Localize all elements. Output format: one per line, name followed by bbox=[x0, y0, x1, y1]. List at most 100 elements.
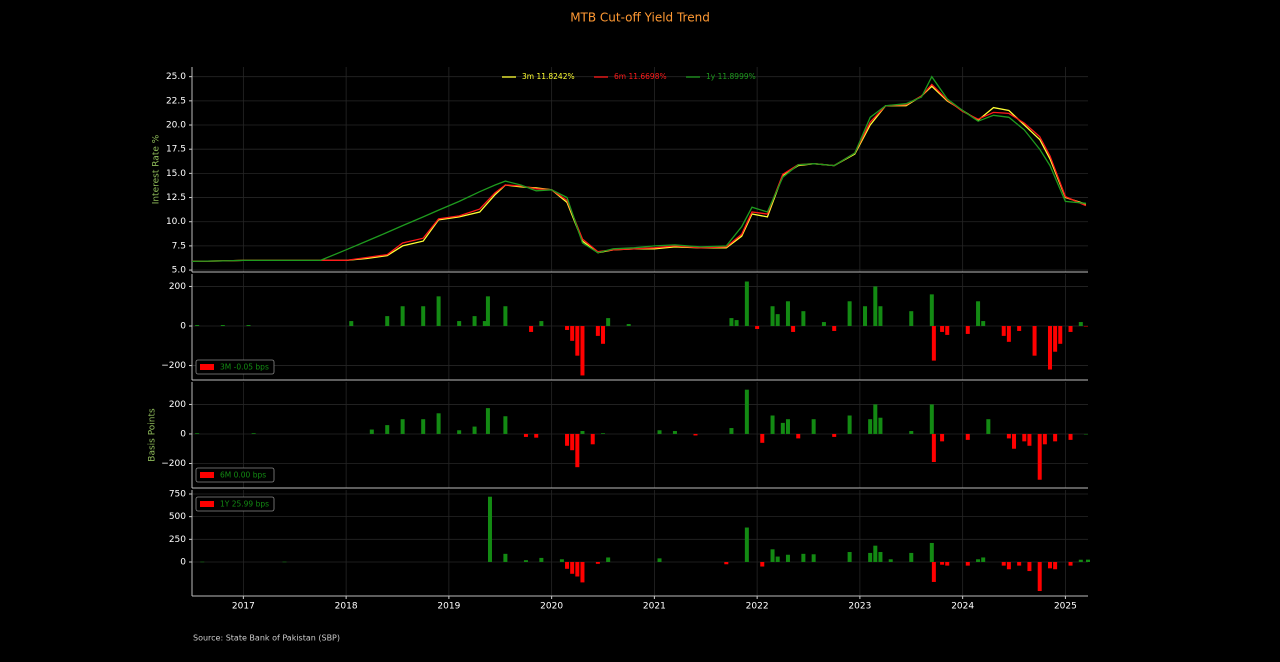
y-tick-label: 17.5 bbox=[166, 145, 186, 155]
bar bbox=[595, 561, 600, 564]
bar bbox=[349, 321, 354, 327]
bar bbox=[1068, 561, 1073, 566]
bar bbox=[282, 561, 287, 563]
bar bbox=[400, 306, 405, 327]
bar bbox=[1047, 561, 1052, 569]
bar bbox=[909, 311, 914, 327]
bar bbox=[580, 431, 585, 434]
bar bbox=[785, 554, 790, 562]
bar bbox=[369, 429, 374, 434]
x-tick-label: 2019 bbox=[437, 602, 460, 612]
bar bbox=[1078, 322, 1083, 327]
y-axis-label: Interest Rate % bbox=[152, 134, 162, 204]
bar bbox=[931, 433, 936, 463]
legend-swatch bbox=[200, 364, 214, 370]
bar bbox=[1022, 433, 1027, 442]
bar bbox=[863, 306, 868, 327]
bar bbox=[606, 318, 611, 327]
bar bbox=[791, 326, 796, 332]
bar bbox=[1032, 326, 1037, 356]
bar bbox=[657, 558, 662, 562]
bar bbox=[976, 301, 981, 327]
bar bbox=[929, 294, 934, 327]
bar bbox=[945, 326, 950, 335]
bar bbox=[570, 433, 575, 451]
y-tick-label: 10.0 bbox=[166, 217, 186, 227]
bar bbox=[246, 325, 251, 327]
bar bbox=[909, 552, 914, 562]
y-tick-label: 12.5 bbox=[166, 193, 186, 203]
bar bbox=[801, 553, 806, 562]
bar bbox=[832, 326, 837, 331]
y-tick-label: 15.0 bbox=[166, 169, 186, 179]
bar bbox=[565, 326, 570, 330]
bar bbox=[1058, 326, 1063, 344]
x-tick-label: 2023 bbox=[848, 602, 871, 612]
legend-label: 1Y 25.99 bps bbox=[220, 500, 269, 509]
bar bbox=[601, 326, 606, 344]
x-tick-label: 2021 bbox=[643, 602, 666, 612]
bar bbox=[570, 326, 575, 341]
bar bbox=[929, 404, 934, 434]
bar bbox=[770, 306, 775, 327]
bar bbox=[626, 324, 631, 327]
bar bbox=[965, 433, 970, 440]
bar bbox=[1042, 433, 1047, 445]
bar bbox=[606, 557, 611, 562]
bar bbox=[523, 433, 528, 437]
legend-swatch bbox=[200, 501, 214, 507]
bar bbox=[693, 433, 698, 436]
bar bbox=[1006, 326, 1011, 342]
bar bbox=[878, 417, 883, 434]
bar bbox=[1027, 433, 1032, 446]
bar bbox=[847, 415, 852, 434]
bar bbox=[744, 281, 749, 327]
y-tick-label: 22.5 bbox=[166, 96, 186, 106]
bar bbox=[657, 430, 662, 434]
bar bbox=[873, 286, 878, 327]
bar bbox=[847, 301, 852, 327]
bar bbox=[744, 389, 749, 434]
legend-box bbox=[195, 467, 275, 483]
bar bbox=[457, 430, 462, 434]
bar bbox=[868, 552, 873, 562]
bar bbox=[760, 561, 765, 567]
bar bbox=[559, 559, 564, 562]
bar bbox=[940, 561, 945, 565]
y-tick-label: 0 bbox=[180, 557, 186, 567]
bar bbox=[873, 404, 878, 434]
bar bbox=[251, 433, 256, 434]
bar bbox=[847, 552, 852, 562]
bar bbox=[1068, 326, 1073, 332]
bar bbox=[965, 561, 970, 566]
bar bbox=[457, 321, 462, 327]
bar bbox=[1017, 326, 1022, 331]
bar bbox=[945, 561, 950, 566]
legend-box bbox=[195, 359, 275, 375]
bar bbox=[503, 553, 508, 562]
bar bbox=[565, 433, 570, 446]
bar bbox=[590, 433, 595, 445]
bar bbox=[981, 321, 986, 327]
bar bbox=[965, 326, 970, 334]
chart-title: MTB Cut-off Yield Trend bbox=[570, 11, 710, 25]
bar bbox=[220, 325, 225, 327]
bar bbox=[1001, 561, 1006, 566]
bar bbox=[981, 557, 986, 562]
bar bbox=[485, 408, 490, 434]
bar bbox=[775, 556, 780, 562]
bar bbox=[811, 554, 816, 562]
y-tick-label: 5.0 bbox=[172, 266, 187, 276]
bar bbox=[770, 549, 775, 562]
bar bbox=[1006, 433, 1011, 439]
legend-label: 3m 11.8242% bbox=[522, 72, 575, 81]
bar bbox=[775, 314, 780, 327]
y-tick-label: 200 bbox=[169, 400, 186, 410]
legend-label: 6m 11.6698% bbox=[614, 72, 667, 81]
bar bbox=[503, 306, 508, 327]
bar bbox=[421, 419, 426, 434]
y-tick-label: 750 bbox=[169, 489, 186, 499]
bar bbox=[400, 419, 405, 434]
